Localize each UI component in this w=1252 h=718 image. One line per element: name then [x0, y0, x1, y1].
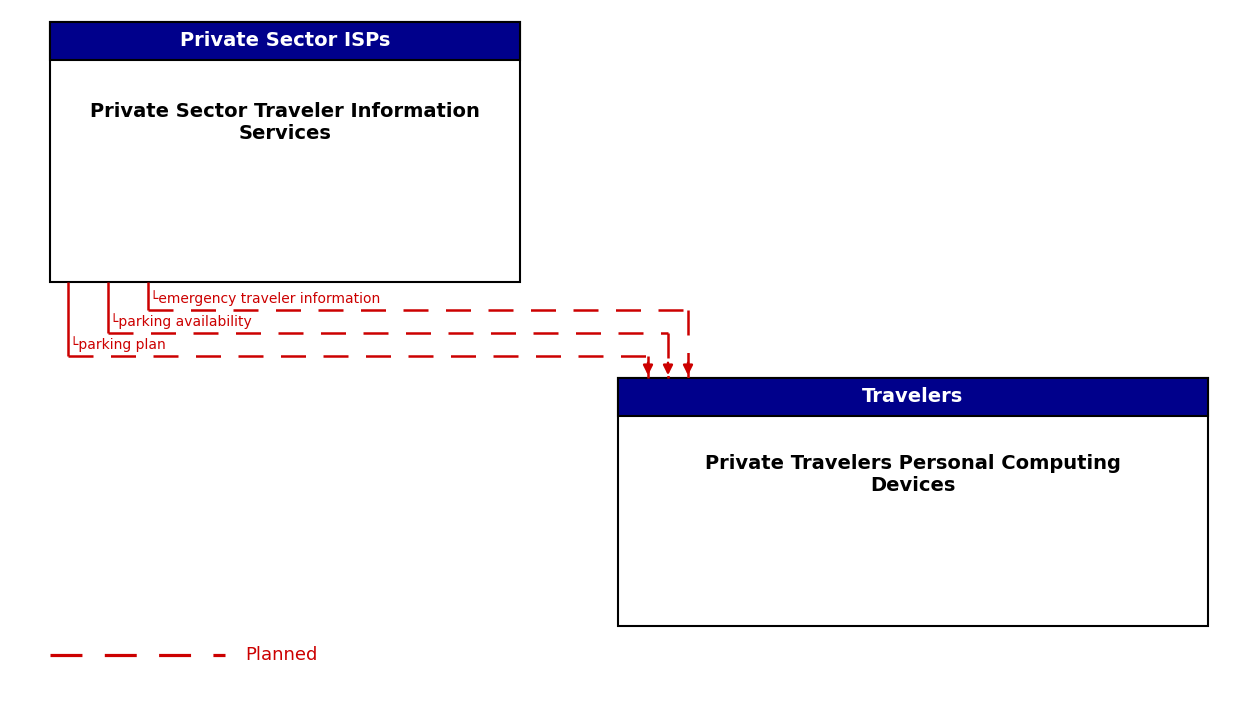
- Bar: [618, 378, 1208, 626]
- Text: └parking availability: └parking availability: [110, 313, 252, 329]
- Text: Private Sector ISPs: Private Sector ISPs: [180, 32, 391, 50]
- Bar: [50, 22, 520, 282]
- Text: └parking plan: └parking plan: [70, 336, 165, 352]
- Text: Private Sector Traveler Information
Services: Private Sector Traveler Information Serv…: [90, 102, 480, 143]
- Bar: [50, 22, 520, 60]
- Bar: [618, 378, 1208, 416]
- Bar: [618, 378, 1208, 416]
- Text: └emergency traveler information: └emergency traveler information: [150, 290, 381, 306]
- Text: Planned: Planned: [245, 646, 317, 664]
- Text: Travelers: Travelers: [863, 388, 964, 406]
- Text: Private Travelers Personal Computing
Devices: Private Travelers Personal Computing Dev…: [705, 454, 1121, 495]
- Bar: [50, 22, 520, 60]
